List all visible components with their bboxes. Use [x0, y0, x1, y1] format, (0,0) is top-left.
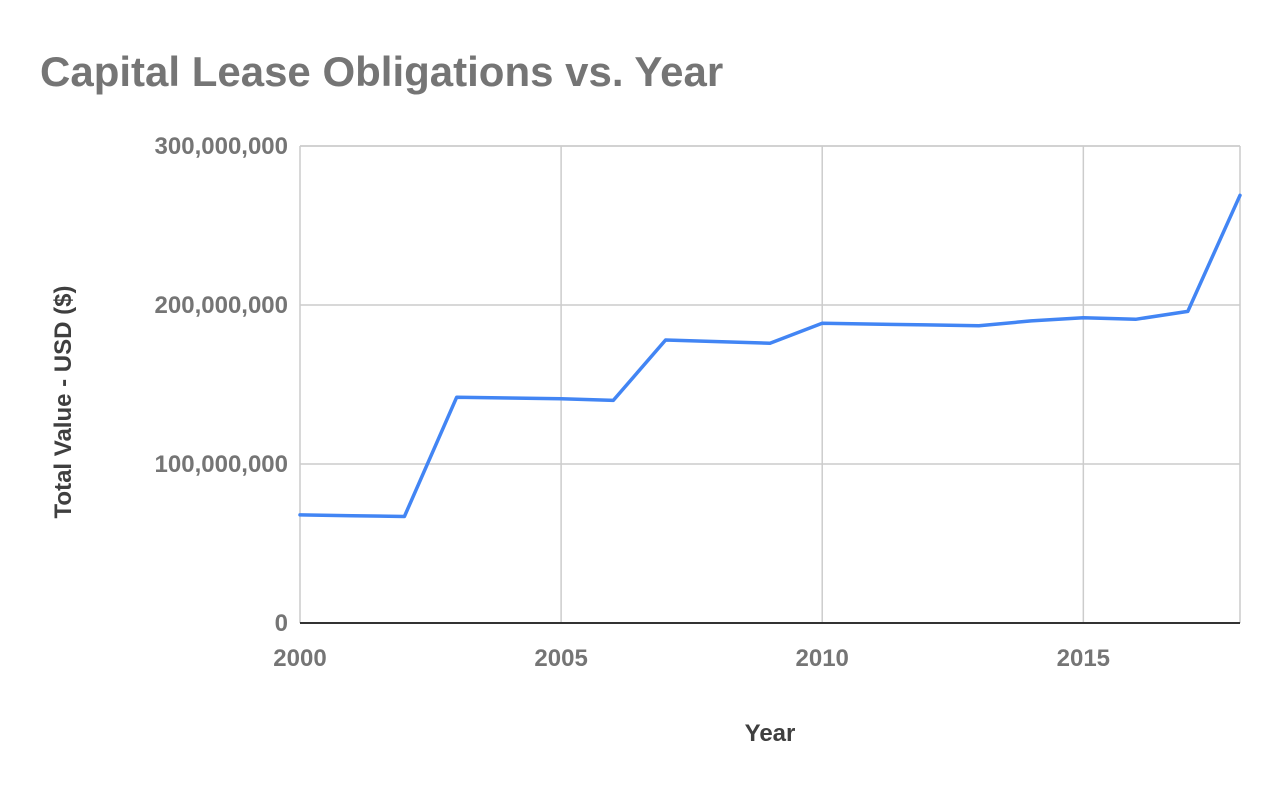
y-axis-title: Total Value - USD ($) — [50, 286, 77, 519]
gridlines — [299, 145, 1241, 624]
chart-title: Capital Lease Obligations vs. Year — [40, 48, 723, 95]
x-tick-label: 2005 — [534, 645, 587, 672]
y-tick-label: 100,000,000 — [155, 451, 288, 478]
y-axis-ticks: 0 100,000,000 200,000,000 300,000,000 — [155, 133, 288, 637]
series-layer — [298, 193, 1242, 519]
x-axis-title: Year — [745, 720, 796, 747]
y-tick-label: 200,000,000 — [155, 292, 288, 319]
series-line — [298, 193, 1242, 519]
y-tick-label: 300,000,000 — [155, 133, 288, 160]
x-tick-label: 2015 — [1057, 645, 1110, 672]
x-axis-ticks: 2000 2005 2010 2015 — [273, 645, 1110, 672]
x-tick-label: 2010 — [796, 645, 849, 672]
y-tick-label: 0 — [275, 610, 288, 637]
x-tick-label: 2000 — [273, 645, 326, 672]
